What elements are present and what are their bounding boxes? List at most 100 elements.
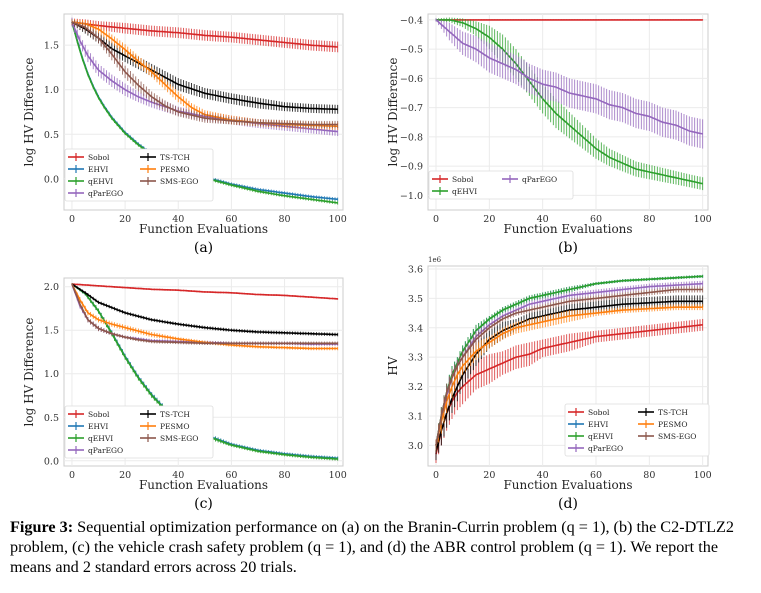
x-tick-label: 80	[278, 470, 290, 481]
y-tick-label: 2.0	[44, 282, 59, 293]
y-tick-label: 0.5	[44, 413, 59, 424]
legend-label: SMS-EGO	[658, 432, 696, 441]
y-tick-label: 1.0	[44, 85, 59, 96]
y-tick-label: 1.5	[44, 326, 59, 337]
series-line	[71, 283, 338, 300]
x-tick-label: 100	[694, 470, 712, 481]
x-tick-label: 20	[119, 214, 131, 225]
axis-offset-label: 1e6	[428, 256, 442, 264]
legend-label: qEHVI	[88, 177, 113, 186]
x-tick-label: 100	[329, 470, 347, 481]
series-line	[435, 306, 703, 446]
legend-label: Sobol	[588, 408, 610, 417]
legend-frame	[64, 405, 214, 459]
figure-label: Figure 3:	[10, 518, 74, 536]
legend-label: qParEGO	[88, 446, 123, 455]
x-tick-label: 20	[119, 470, 131, 481]
y-tick-label: 0.0	[44, 456, 59, 467]
series-ts-tch	[71, 283, 339, 337]
y-tick-label: 3.3	[408, 353, 423, 364]
y-tick-label: 3.1	[408, 412, 423, 423]
y-axis-label: log HV Difference	[386, 58, 400, 167]
legend-label: qParEGO	[88, 189, 123, 198]
x-tick-label: 80	[643, 470, 655, 481]
y-tick-label: 3.6	[408, 264, 423, 275]
x-tick-label: 0	[433, 214, 439, 225]
x-tick-label: 100	[329, 214, 347, 225]
legend: Sobol qEHVI qParEGO	[428, 170, 574, 200]
x-tick-label: 80	[278, 214, 290, 225]
y-tick-label: −1.0	[400, 191, 423, 202]
y-tick-label: 3.4	[408, 323, 423, 334]
y-tick-label: −0.9	[400, 162, 423, 173]
x-tick-label: 60	[590, 214, 602, 225]
series-sms-ego	[71, 19, 339, 129]
series-sms-ego	[435, 286, 704, 452]
y-tick-label: 0.5	[44, 130, 59, 141]
series-line	[435, 19, 703, 135]
y-tick-label: −0.5	[400, 45, 423, 56]
panel-label: (c)	[194, 496, 213, 512]
legend-label: EHVI	[88, 165, 108, 174]
series-line	[71, 21, 338, 48]
legend-label: TS-TCH	[160, 410, 190, 419]
legend-label: SMS-EGO	[160, 177, 198, 186]
series-layer	[435, 274, 704, 464]
series-line	[71, 21, 338, 126]
legend: Sobol EHVI qEHVI qParEGO TS-TCH PESMO SMS-EGO	[64, 405, 214, 459]
series-layer	[435, 17, 704, 191]
figure-canvas: 0 20 40 60 80 100 0.0 0.5 1.0 1.5 Function Evaluat…	[22, 13, 712, 512]
legend-label: PESMO	[160, 165, 190, 174]
y-tick-label: −0.6	[400, 74, 423, 85]
y-tick-label: 0.0	[44, 174, 59, 185]
x-axis-label: Function Evaluations	[139, 478, 268, 492]
x-tick-label: 100	[694, 214, 712, 225]
legend-label: qEHVI	[88, 434, 113, 443]
x-tick-label: 60	[590, 470, 602, 481]
legend-label: Sobol	[88, 153, 110, 162]
legend-label: TS-TCH	[160, 153, 190, 162]
y-tick-label: −0.8	[400, 132, 423, 143]
x-tick-label: 20	[483, 470, 495, 481]
y-tick-label: 1.5	[44, 41, 59, 52]
y-tick-label: 3.2	[408, 382, 423, 393]
series-line	[71, 283, 338, 336]
panel-label: (d)	[558, 496, 578, 512]
series-line	[435, 275, 703, 446]
legend-label: PESMO	[658, 420, 688, 429]
y-axis-label: HV	[386, 356, 400, 375]
series-sms-ego	[71, 283, 339, 346]
panel-label: (a)	[194, 240, 213, 256]
series-line	[71, 21, 338, 111]
x-tick-label: 40	[172, 214, 184, 225]
series-sobol	[71, 18, 339, 53]
legend-label: Sobol	[452, 175, 474, 184]
legend-label: qEHVI	[452, 187, 477, 196]
x-tick-label: 60	[225, 214, 237, 225]
x-tick-label: 80	[643, 214, 655, 225]
x-tick-label: 0	[433, 470, 439, 481]
y-tick-label: −0.7	[400, 103, 423, 114]
series-line	[435, 300, 703, 452]
legend-label: PESMO	[160, 422, 190, 431]
legend-label: Sobol	[88, 410, 110, 419]
y-axis-label: log HV Difference	[22, 58, 36, 167]
legend-label: TS-TCH	[658, 408, 688, 417]
legend: Sobol EHVI qEHVI qParEGO TS-TCH PESMO SMS-EGO	[564, 403, 710, 457]
x-tick-label: 40	[537, 214, 549, 225]
x-axis-label: Function Evaluations	[503, 478, 632, 492]
x-tick-label: 40	[172, 470, 184, 481]
figure-caption: Figure 3: Sequential optimization perfor…	[10, 517, 752, 577]
series-line	[436, 19, 703, 185]
legend-frame	[64, 148, 214, 202]
x-axis-label: Function Evaluations	[139, 222, 268, 236]
legend-label: qEHVI	[588, 432, 613, 441]
legend: Sobol EHVI qEHVI qParEGO TS-TCH PESMO SMS-EGO	[64, 148, 214, 202]
legend-frame	[428, 170, 574, 200]
x-axis-label: Function Evaluations	[503, 222, 632, 236]
legend-label: EHVI	[88, 422, 108, 431]
y-axis-label: log HV Difference	[22, 318, 36, 427]
y-tick-label: 3.0	[408, 441, 423, 452]
series-line	[71, 283, 338, 345]
x-tick-label: 0	[69, 214, 75, 225]
